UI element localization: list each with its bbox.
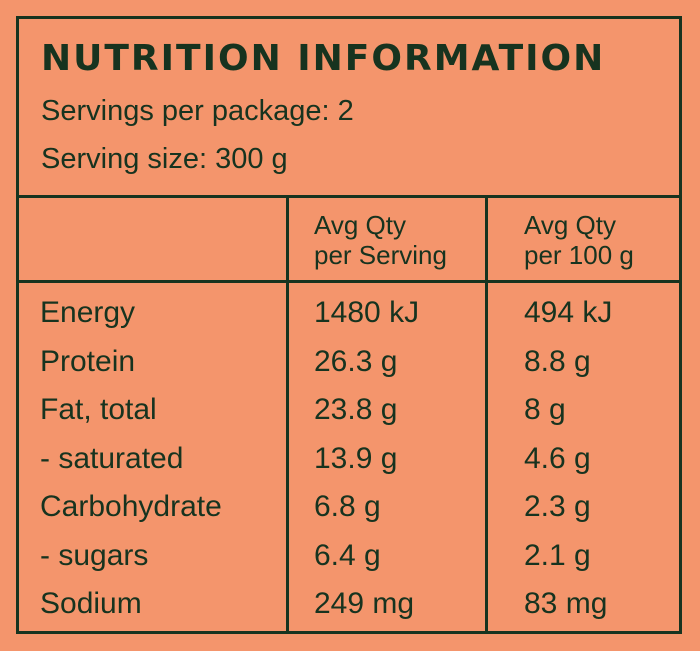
per-serving-value: 6.8 g [314, 490, 381, 523]
nutrition-panel: NUTRITION INFORMATION Servings per packa… [16, 16, 682, 634]
per-serving-value: 6.4 g [314, 538, 381, 572]
column-header-per-100g: Avg Qty per 100 g [524, 210, 634, 270]
per-serving-value: 26.3 g [314, 344, 398, 378]
table-row: Sodium 249 mg 83 mg [19, 589, 679, 638]
per-100g-value: 8 g [524, 393, 566, 426]
column-header-row: Avg Qty per Serving Avg Qty per 100 g [19, 198, 679, 283]
nutrient-name: Carbohydrate [40, 490, 222, 523]
panel-header: NUTRITION INFORMATION Servings per packa… [19, 19, 679, 198]
table-row: Protein 26.3 g 8.8 g [19, 344, 679, 396]
servings-per-package: Servings per package: 2 [41, 95, 354, 127]
per-100g-value: 83 mg [524, 587, 608, 620]
table-row: Fat, total 23.8 g 8 g [19, 395, 679, 444]
per-serving-value: 249 mg [314, 587, 415, 620]
per-100g-value: 494 kJ [524, 296, 613, 329]
nutrient-name: Sodium [40, 587, 142, 620]
column-header-line: per Serving [314, 240, 447, 270]
nutrient-name: Fat, total [40, 393, 157, 426]
column-header-per-serving: Avg Qty per Serving [314, 210, 447, 270]
serving-size: Serving size: 300 g [41, 143, 288, 175]
column-divider [485, 198, 488, 631]
nutrient-name: Energy [40, 296, 136, 329]
per-100g-value: 8.8 g [524, 344, 591, 378]
panel-title: NUTRITION INFORMATION [41, 38, 606, 79]
nutrient-name: Protein [40, 344, 136, 378]
table-row: - sugars 6.4 g 2.1 g [19, 538, 679, 590]
column-divider [286, 198, 289, 631]
table-row: - saturated 13.9 g 4.6 g [19, 441, 679, 493]
per-100g-value: 4.6 g [524, 441, 591, 475]
per-serving-value: 1480 kJ [314, 296, 420, 329]
per-100g-value: 2.3 g [524, 490, 591, 523]
per-serving-value: 23.8 g [314, 393, 398, 426]
nutrient-name: - saturated [40, 441, 184, 475]
nutrient-rows: Energy 1480 kJ 494 kJ Protein 26.3 g 8.8… [19, 283, 679, 638]
table-row: Carbohydrate 6.8 g 2.3 g [19, 492, 679, 541]
column-header-line: per 100 g [524, 240, 634, 270]
per-100g-value: 2.1 g [524, 538, 591, 572]
table-row: Energy 1480 kJ 494 kJ [19, 298, 679, 347]
nutrient-name: - sugars [40, 538, 149, 572]
column-header-line: Avg Qty [524, 210, 617, 240]
per-serving-value: 13.9 g [314, 441, 398, 475]
column-header-line: Avg Qty [314, 210, 407, 240]
